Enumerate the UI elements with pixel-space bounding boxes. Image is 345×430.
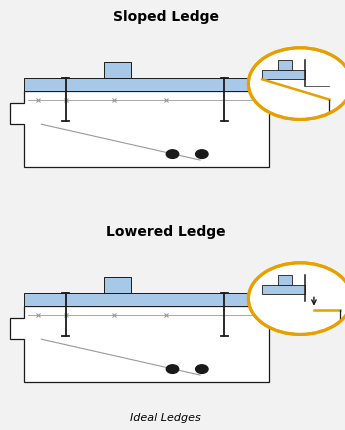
Text: Sloped Ledge: Sloped Ledge: [112, 9, 219, 24]
Bar: [24, 78, 269, 91]
Text: Lowered Ledge: Lowered Ledge: [106, 224, 225, 239]
Circle shape: [248, 48, 345, 120]
Bar: [24, 293, 269, 306]
Bar: [262, 71, 305, 79]
Circle shape: [196, 365, 208, 373]
Circle shape: [166, 150, 179, 158]
Bar: [104, 277, 131, 293]
Circle shape: [166, 365, 179, 373]
Bar: [104, 62, 131, 78]
Bar: [262, 286, 305, 294]
Polygon shape: [10, 306, 269, 382]
Polygon shape: [10, 91, 269, 167]
Bar: [278, 276, 292, 286]
Circle shape: [196, 150, 208, 158]
Circle shape: [248, 263, 345, 335]
Text: Ideal Ledges: Ideal Ledges: [130, 413, 201, 423]
Bar: [278, 61, 292, 71]
